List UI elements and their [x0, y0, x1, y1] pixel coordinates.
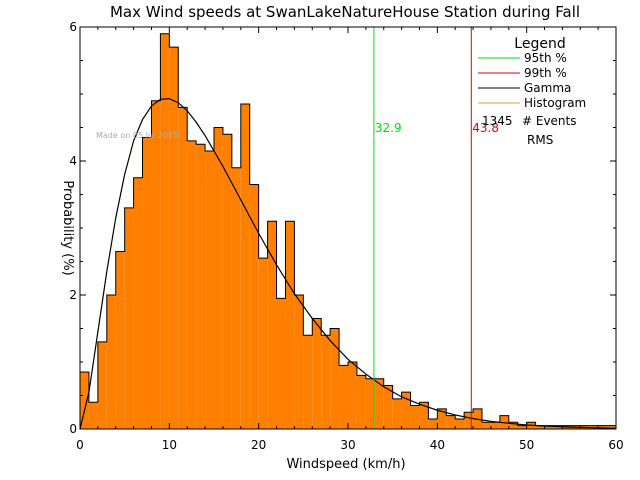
- histogram-bar: [169, 47, 179, 429]
- y-axis-ticks: 0 2 4 6: [69, 20, 616, 436]
- histogram-bar: [544, 425, 554, 429]
- histogram-bar: [124, 207, 134, 429]
- histogram-bar: [142, 137, 152, 430]
- histogram-bar: [392, 398, 402, 429]
- histogram-bar: [535, 425, 545, 429]
- histogram-bar: [553, 425, 563, 429]
- histogram-bar: [365, 378, 375, 429]
- x-tick-label: 40: [430, 438, 445, 452]
- histogram-bar: [374, 378, 384, 429]
- histogram-bar: [437, 408, 447, 429]
- histogram-bar: [231, 167, 241, 429]
- histogram-bar: [330, 328, 340, 429]
- y-tick-label: 4: [69, 154, 77, 168]
- histogram-bars: [79, 33, 616, 430]
- histogram-bar: [249, 184, 259, 429]
- histogram-bar: [401, 392, 411, 429]
- x-tick-label: 30: [340, 438, 355, 452]
- histogram-bar: [106, 295, 116, 429]
- histogram-bar: [607, 425, 616, 429]
- histogram-bar: [490, 422, 500, 429]
- histogram-bar: [294, 295, 304, 429]
- gamma-curve-group: [79, 98, 617, 430]
- histogram-bar: [303, 335, 313, 429]
- legend-entry-label: 95th %: [524, 51, 567, 65]
- histogram-bar: [410, 405, 420, 429]
- histogram-bar: [598, 425, 608, 429]
- histogram-bar: [133, 177, 143, 429]
- histogram-bar: [428, 418, 438, 429]
- legend-entry-label: Histogram: [524, 96, 586, 110]
- histogram-bar: [214, 127, 223, 429]
- histogram-bar: [517, 425, 527, 429]
- histogram-bar: [339, 365, 348, 429]
- histogram-bar: [276, 298, 286, 429]
- x-tick-label: 50: [519, 438, 534, 452]
- histogram-bar: [419, 402, 429, 429]
- legend-events-label: # Events: [522, 114, 577, 128]
- histogram-bar: [240, 104, 250, 430]
- y-axis-label: Probability (%): [60, 180, 75, 275]
- percentile-lines: 32.9 43.8: [373, 27, 499, 429]
- x-tick-label: 0: [76, 438, 84, 452]
- legend-title: Legend: [514, 36, 565, 52]
- histogram-bar: [446, 415, 456, 429]
- histogram-bar: [321, 335, 331, 429]
- p95-label: 32.9: [375, 121, 402, 135]
- histogram-bar: [482, 422, 491, 429]
- histogram-bar: [285, 221, 295, 429]
- histogram-bar: [187, 140, 197, 429]
- y-tick-label: 0: [69, 422, 77, 436]
- histogram-bar: [258, 258, 268, 429]
- x-axis-ticks: 0 10 20 30 40 50 60: [76, 27, 624, 452]
- histogram-bar: [160, 33, 170, 429]
- histogram-bar: [312, 318, 322, 429]
- histogram-bar: [508, 422, 518, 429]
- histogram-bar: [178, 107, 188, 430]
- histogram-bar: [196, 144, 206, 429]
- chart-title: Max Wind speeds at SwanLakeNatureHouse S…: [110, 3, 580, 21]
- histogram-bar: [88, 402, 98, 429]
- histogram-bar: [464, 412, 474, 429]
- x-tick-label: 20: [251, 438, 266, 452]
- histogram-bar: [356, 375, 366, 429]
- y-tick-label: 6: [69, 20, 77, 34]
- histogram-bar: [80, 372, 89, 429]
- watermark-text: Made on 05 Jul 2025: [96, 131, 178, 140]
- histogram-bar: [151, 100, 161, 429]
- histogram-bar: [222, 134, 232, 429]
- histogram-bar: [267, 221, 277, 429]
- histogram-bar: [205, 150, 214, 429]
- legend-events-count: 1345: [482, 114, 513, 128]
- legend-entry-label: 99th %: [524, 66, 567, 80]
- legend-rms-label: RMS: [527, 133, 553, 147]
- gamma-curve: [79, 98, 617, 430]
- x-axis-label: Windspeed (km/h): [286, 457, 405, 472]
- x-tick-label: 60: [608, 438, 623, 452]
- histogram-bar: [383, 385, 393, 429]
- histogram-bar: [97, 341, 107, 429]
- y-tick-label: 2: [69, 288, 77, 302]
- p99-label: 43.8: [472, 121, 499, 135]
- histogram-bar: [115, 251, 125, 429]
- legend-entry-label: Gamma: [524, 81, 571, 95]
- histogram-bar: [455, 418, 465, 429]
- histogram-bar: [348, 362, 357, 429]
- x-tick-label: 10: [162, 438, 177, 452]
